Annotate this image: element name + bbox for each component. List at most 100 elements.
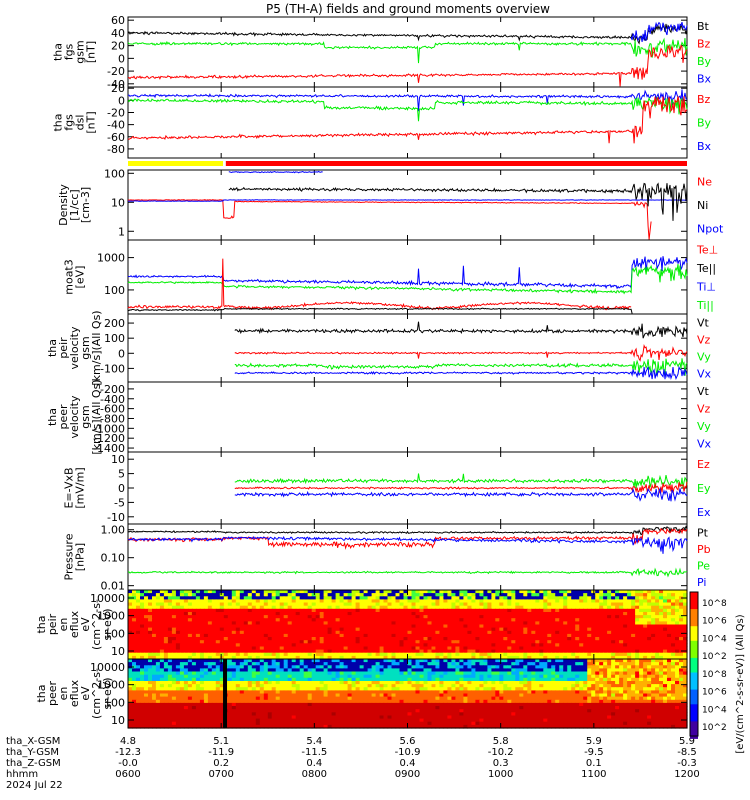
spectrogram-cell: [507, 624, 512, 629]
spectrogram-cell: [647, 649, 652, 654]
spectrogram-cell: [531, 593, 536, 597]
spectrogram-cell: [283, 677, 289, 682]
spectrogram-cell: [507, 687, 512, 691]
spectrogram-cell: [435, 652, 440, 657]
spectrogram-cell: [651, 655, 656, 660]
spectrogram-cell: [575, 602, 580, 607]
spectrogram-cell: [275, 608, 281, 613]
spectrogram-cell: [152, 646, 157, 651]
spectrogram-cell: [619, 649, 624, 654]
spectrogram-cell: [399, 684, 405, 688]
spectrogram-cell: [347, 599, 353, 604]
spectrogram-cell: [207, 621, 213, 626]
spectrogram-cell: [519, 599, 524, 604]
spectrogram-cell: [311, 671, 317, 676]
spectrogram-cell: [491, 596, 496, 600]
spectrogram-cell: [511, 674, 516, 679]
spectrogram-cell: [651, 593, 656, 597]
spectrogram-cell: [527, 627, 532, 632]
spectrogram-cell: [323, 602, 329, 607]
spectrogram-cell: [607, 646, 612, 651]
spectrogram-cell: [679, 640, 684, 644]
spectrogram-cell: [451, 608, 456, 613]
spectrogram-cell: [315, 630, 321, 635]
spectrogram-cell: [219, 649, 225, 654]
spectrogram-cell: [132, 618, 137, 622]
spectrogram-cell: [635, 655, 640, 660]
spectrogram-cell: [152, 671, 157, 676]
spectrogram-cell: [623, 630, 628, 635]
spectrogram-cell: [167, 633, 173, 638]
spectrogram-cell: [623, 640, 628, 644]
spectrogram-cell: [243, 646, 249, 651]
spectrogram-cell: [403, 681, 409, 685]
spectrogram-cell: [607, 633, 612, 638]
spectrogram-cell: [263, 690, 269, 695]
spectrogram-cell: [415, 690, 421, 695]
spectrogram-cell: [287, 599, 293, 604]
spectrogram-cell: [607, 649, 612, 654]
spectrogram-cell: [267, 590, 273, 594]
spectrogram-cell: [507, 674, 512, 679]
spectrogram-cell: [663, 612, 668, 616]
spectrogram-cell: [219, 643, 225, 647]
spectrogram-cell: [271, 615, 277, 619]
spectrogram-cell: [639, 605, 644, 610]
spectrogram-cell: [399, 627, 405, 632]
spectrogram-cell: [495, 630, 500, 635]
spectrogram-cell: [455, 662, 460, 666]
spectrogram-cell: [491, 684, 496, 688]
spectrogram-cell: [379, 684, 385, 688]
spectrogram-cell: [435, 596, 440, 600]
spectrogram-cell: [199, 681, 205, 685]
y-tick-label: 10: [111, 196, 125, 209]
spectrogram-cell: [183, 593, 189, 597]
spectrogram-cell: [163, 687, 169, 691]
spectrogram-cell: [303, 627, 309, 632]
spectrogram-cell: [579, 690, 584, 695]
spectrogram-cell: [383, 649, 389, 654]
spectrogram-cell: [639, 627, 644, 632]
spectrogram-cell: [267, 655, 273, 660]
spectrogram-cell: [659, 649, 664, 654]
spectrogram-cell: [251, 665, 257, 669]
spectrogram-cell: [403, 659, 409, 663]
spectrogram-cell: [423, 690, 429, 695]
spectrogram-cell: [595, 593, 600, 597]
spectrogram-cell: [343, 612, 349, 616]
spectrogram-cell: [599, 668, 604, 673]
spectrogram-cell: [267, 677, 273, 682]
spectrogram-cell: [251, 602, 257, 607]
spectrogram-cell: [447, 599, 452, 604]
spectrogram-cell: [235, 608, 241, 613]
spectrogram-cell: [359, 627, 365, 632]
spectrogram-cell: [263, 677, 269, 682]
spectrogram-cell: [239, 646, 245, 651]
spectrogram-cell: [215, 690, 221, 695]
spectrogram-cell: [463, 652, 468, 657]
spectrogram-cell: [555, 649, 560, 654]
spectrogram-cell: [435, 687, 440, 691]
spectrogram-cell: [387, 677, 393, 682]
spectrogram-cell: [155, 643, 161, 647]
spectrogram-cell: [515, 643, 520, 647]
spectrogram-cell: [363, 627, 369, 632]
spectrogram-cell: [667, 655, 672, 660]
spectrogram-cell: [159, 637, 165, 641]
spectrogram-cell: [247, 659, 253, 663]
spectrogram-cell: [339, 684, 345, 688]
spectrogram-cell: [419, 662, 425, 666]
spectrogram-cell: [251, 674, 257, 679]
spectrogram-cell: [331, 615, 337, 619]
spectrogram-cell: [631, 687, 636, 691]
spectrogram-cell: [551, 596, 556, 600]
spectrogram-cell: [559, 690, 564, 695]
spectrogram-cell: [144, 684, 149, 688]
spectrogram-cell: [291, 687, 297, 691]
spectrogram-cell: [651, 618, 656, 622]
spectrogram-cell: [627, 646, 632, 651]
spectrogram-cell: [455, 596, 460, 600]
spectrogram-cell: [351, 593, 357, 597]
spectrogram-cell: [343, 593, 349, 597]
spectrogram-cell: [463, 659, 468, 663]
